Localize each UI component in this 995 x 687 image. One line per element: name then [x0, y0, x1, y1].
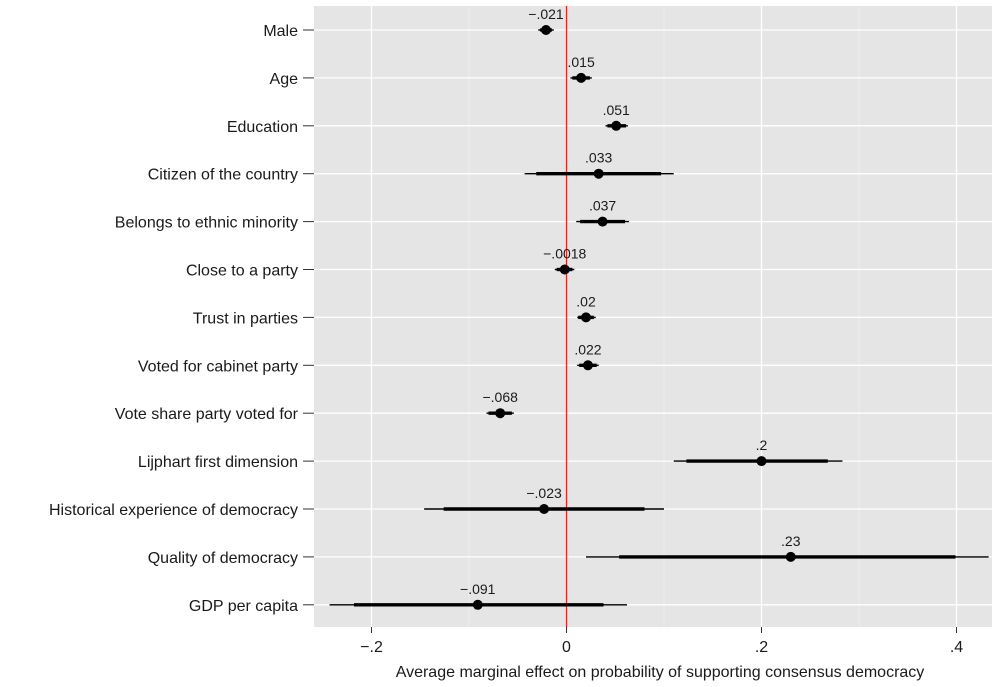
coefficient-row: .015	[568, 54, 595, 83]
point-estimate	[582, 360, 593, 371]
category-label: Education	[227, 119, 298, 136]
category-label: Historical experience of democracy	[49, 502, 298, 519]
coefficient-row: −.0018	[543, 246, 587, 275]
category-label: Lijphart first dimension	[138, 454, 298, 471]
category-label: Male	[263, 23, 298, 40]
data-label: .037	[589, 198, 616, 214]
point-estimate	[611, 120, 622, 131]
data-label: .23	[781, 533, 801, 549]
category-axis-ticks	[303, 29, 314, 606]
category-label: Citizen of the country	[148, 167, 298, 184]
data-label: −.023	[526, 485, 562, 501]
category-axis-labels: Male Age Education Citizen of the country Be…	[49, 23, 299, 615]
data-label: .02	[576, 293, 596, 309]
x-tick-label: .2	[755, 639, 768, 656]
point-estimate	[472, 599, 483, 610]
coefficient-marks: −.021 .015 .051 .033 .037 −.0018 .02 .022 −.068.…	[329, 6, 989, 610]
point-estimate	[495, 408, 506, 419]
data-label: −.068	[482, 389, 518, 405]
category-label: GDP per capita	[189, 598, 298, 615]
point-estimate	[785, 551, 796, 562]
coefficient-row: −.023	[424, 485, 664, 514]
x-axis-ticks: −.2 0 .2 .4	[360, 627, 963, 656]
point-estimate	[541, 25, 552, 35]
point-estimate	[756, 456, 767, 467]
coefficient-row: .022	[574, 341, 602, 371]
data-label: −.021	[528, 6, 564, 22]
x-tick-label: .4	[950, 639, 963, 656]
plot-panel	[314, 6, 992, 627]
x-tick-label: 0	[562, 639, 571, 656]
point-estimate	[593, 168, 604, 179]
category-label: Trust in parties	[193, 310, 298, 327]
x-tick-label: −.2	[360, 639, 383, 656]
data-label: −.091	[460, 581, 496, 597]
coefficient-row: .051	[603, 102, 630, 131]
coefficient-row: .2	[673, 437, 843, 467]
point-estimate	[597, 216, 608, 227]
coefficient-row: .02	[576, 293, 596, 323]
coefficient-row: −.068	[482, 389, 518, 419]
coefficient-row: .037	[576, 198, 629, 227]
category-label: Age	[270, 71, 299, 88]
data-label: .022	[574, 341, 601, 357]
category-label: Vote share party voted for	[115, 406, 299, 423]
point-estimate	[539, 504, 550, 514]
coefficient-row: .033	[524, 150, 674, 179]
coefficient-row: .23	[586, 533, 989, 562]
category-label: Belongs to ethnic minority	[115, 215, 298, 232]
category-label: Voted for cabinet party	[138, 358, 298, 375]
category-label: Close to a party	[186, 263, 298, 280]
data-label: −.0018	[543, 246, 586, 262]
x-axis-title: Average marginal effect on probability o…	[396, 664, 925, 681]
data-label: .033	[585, 150, 612, 166]
point-estimate	[581, 312, 591, 323]
point-estimate	[576, 72, 587, 83]
coefficient-row: −.091	[329, 581, 627, 610]
point-estimate	[559, 264, 570, 275]
data-label: .015	[568, 54, 595, 70]
data-label: .051	[603, 102, 630, 118]
data-label: .2	[756, 437, 768, 453]
coefficient-row: −.021	[528, 6, 564, 35]
category-label: Quality of democracy	[148, 550, 298, 567]
